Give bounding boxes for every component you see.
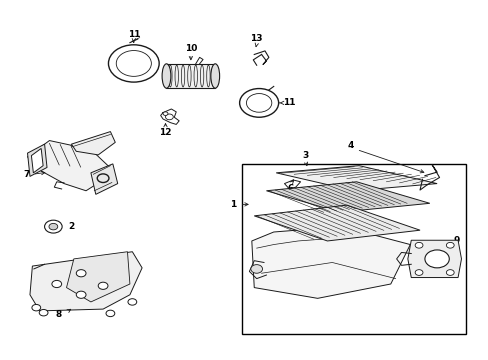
- Text: 11: 11: [283, 98, 295, 107]
- Polygon shape: [254, 205, 419, 241]
- Circle shape: [39, 310, 48, 316]
- Polygon shape: [266, 182, 429, 212]
- Circle shape: [128, 299, 137, 305]
- Circle shape: [106, 310, 115, 317]
- Polygon shape: [66, 252, 130, 302]
- Circle shape: [414, 242, 422, 248]
- Polygon shape: [30, 252, 142, 311]
- Text: 6: 6: [287, 184, 293, 193]
- Text: 1: 1: [230, 200, 236, 209]
- Bar: [166, 64, 215, 88]
- Text: 9: 9: [452, 236, 459, 245]
- Circle shape: [163, 112, 167, 116]
- Text: 13: 13: [250, 34, 263, 43]
- Polygon shape: [91, 164, 118, 194]
- Circle shape: [246, 94, 271, 112]
- Circle shape: [424, 250, 448, 268]
- Text: 12: 12: [159, 128, 171, 137]
- Circle shape: [239, 89, 278, 117]
- Circle shape: [116, 50, 151, 76]
- Polygon shape: [407, 240, 461, 278]
- Circle shape: [446, 270, 453, 275]
- Text: 3: 3: [302, 151, 308, 160]
- Circle shape: [76, 270, 86, 277]
- Text: 5: 5: [394, 195, 400, 204]
- Text: 4: 4: [347, 141, 353, 150]
- Circle shape: [49, 224, 58, 230]
- Circle shape: [52, 280, 61, 288]
- Text: 11: 11: [127, 30, 140, 39]
- Ellipse shape: [162, 64, 170, 88]
- Text: 7: 7: [23, 170, 30, 179]
- Circle shape: [108, 45, 159, 82]
- Ellipse shape: [210, 64, 219, 88]
- Circle shape: [98, 282, 108, 289]
- Circle shape: [76, 291, 86, 298]
- Circle shape: [44, 220, 62, 233]
- Circle shape: [32, 305, 41, 311]
- Circle shape: [250, 265, 262, 273]
- Text: 10: 10: [184, 44, 197, 53]
- Circle shape: [446, 242, 453, 248]
- Polygon shape: [31, 148, 43, 173]
- Polygon shape: [276, 166, 436, 191]
- Text: 2: 2: [68, 222, 74, 231]
- Polygon shape: [27, 144, 47, 176]
- Polygon shape: [71, 132, 115, 155]
- Polygon shape: [27, 140, 108, 191]
- Circle shape: [165, 114, 173, 120]
- Circle shape: [414, 270, 422, 275]
- Bar: [242, 164, 466, 334]
- Text: 8: 8: [55, 310, 61, 319]
- Polygon shape: [251, 226, 409, 298]
